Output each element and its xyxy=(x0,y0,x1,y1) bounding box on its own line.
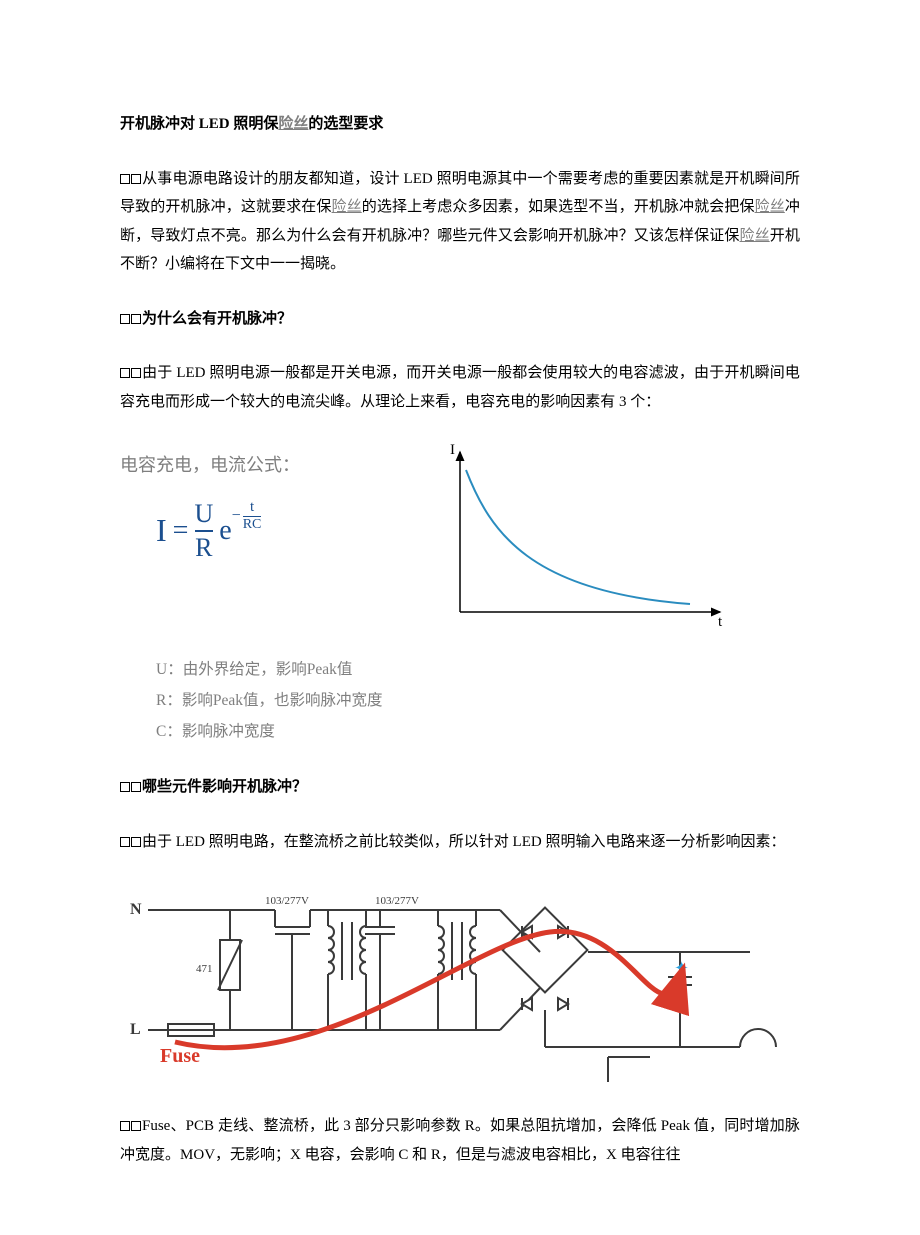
link-fuse-2[interactable]: 险丝 xyxy=(755,199,785,215)
e-base: e xyxy=(219,504,231,557)
numerator-U: U xyxy=(194,501,213,530)
circuit-schematic-figure: N L Fuse 103/277V xyxy=(120,882,800,1082)
heading-text: 为什么会有开机脉冲？ xyxy=(142,311,292,327)
formula-lead-text: 电容充电，电流公式： xyxy=(120,448,400,482)
cap-a-label: 103/277V xyxy=(265,895,309,907)
bullet-box-icon xyxy=(131,1121,141,1131)
page-title: 开机脉冲对 LED 照明保险丝的选型要求 xyxy=(120,110,800,139)
title-seg: 选 xyxy=(323,116,338,132)
current-formula: I = U R e − t RC xyxy=(120,500,400,561)
y-axis-label: I xyxy=(450,442,455,458)
legend-C: C：影响脉冲宽度 xyxy=(156,716,800,747)
bullet-box-icon xyxy=(131,782,141,792)
decay-curve-chart: I t xyxy=(430,442,730,632)
bullet-box-icon xyxy=(131,368,141,378)
mov-label: 471 xyxy=(196,963,213,975)
section-heading-why: 为什么会有开机脉冲？ xyxy=(120,305,800,334)
numerator-t: t xyxy=(250,500,254,516)
wires xyxy=(148,910,380,1030)
bullet-box-icon xyxy=(131,837,141,847)
bullet-box-icon xyxy=(120,837,130,847)
why-paragraph: 由于 LED 照明电源一般都是开关电源，而开关电源一般都会使用较大的电容滤波，由… xyxy=(120,359,800,416)
inductor-2 xyxy=(430,910,500,1030)
intro-paragraph: 从事电源电路设计的朋友都知道，设计 LED 照明电源其中一个需要考虑的重要因素就… xyxy=(120,165,800,279)
formula-legend: U：由外界给定，影响Peak值 R：影响Peak值，也影响脉冲宽度 C：影响脉冲… xyxy=(120,654,800,747)
label-fuse: Fuse xyxy=(160,1045,200,1067)
mov-symbol xyxy=(148,910,242,1030)
bullet-box-icon xyxy=(120,174,130,184)
fraction-U-over-R: U R xyxy=(194,501,213,561)
bullet-box-icon xyxy=(120,1121,130,1131)
fraction-t-over-RC: t RC xyxy=(243,500,262,532)
denominator-R: R xyxy=(195,530,212,561)
legend-U: U：由外界给定，影响Peak值 xyxy=(156,654,800,685)
analysis-paragraph: Fuse、PCB 走线、整流桥，此 3 部分只影响参数 R。如果总阻抗增加，会降… xyxy=(120,1112,800,1169)
heading-text: 哪些元件影响开机脉冲？ xyxy=(142,779,307,795)
bullet-box-icon xyxy=(120,368,130,378)
bullet-box-icon xyxy=(120,782,130,792)
decay-curve xyxy=(466,470,690,604)
bullet-box-icon xyxy=(131,314,141,324)
bridge-rectifier xyxy=(500,882,680,1047)
circuit-svg: N L Fuse 103/277V xyxy=(120,882,800,1082)
title-seg: 对 xyxy=(180,116,195,132)
x-axis-label: t xyxy=(718,614,723,630)
section-heading-which: 哪些元件影响开机脉冲？ xyxy=(120,773,800,802)
bullet-box-icon xyxy=(120,314,130,324)
denominator-RC: RC xyxy=(243,516,262,532)
title-seg: LED 照明保 xyxy=(195,116,278,132)
which-paragraph: 由于 LED 照明电路，在整流桥之前比较类似，所以针对 LED 照明输入电路来逐… xyxy=(120,828,800,857)
bullet-box-icon xyxy=(131,174,141,184)
l-line xyxy=(148,1024,292,1036)
formula-figure: 电容充电，电流公式： I = U R e − t RC xyxy=(120,442,800,747)
exponential-term: e − t RC xyxy=(219,504,261,557)
legend-R: R：影响Peak值，也影响脉冲宽度 xyxy=(156,685,800,716)
link-fuse-3[interactable]: 险丝 xyxy=(739,228,769,244)
formula-block: 电容充电，电流公式： I = U R e − t RC xyxy=(120,442,400,561)
title-seg: 型要求 xyxy=(338,116,383,132)
title-seg: 的 xyxy=(308,116,323,132)
link-fuse-1[interactable]: 险丝 xyxy=(332,199,362,215)
formula-I: I xyxy=(156,500,167,561)
equals-sign: = xyxy=(173,504,189,557)
label-L: L xyxy=(130,1021,141,1038)
minus-sign: − xyxy=(232,501,241,531)
title-seg: 开机脉冲 xyxy=(120,116,180,132)
cap-b-label: 103/277V xyxy=(375,895,419,907)
label-N: N xyxy=(130,901,142,918)
title-link-fuse: 险丝 xyxy=(278,116,308,132)
